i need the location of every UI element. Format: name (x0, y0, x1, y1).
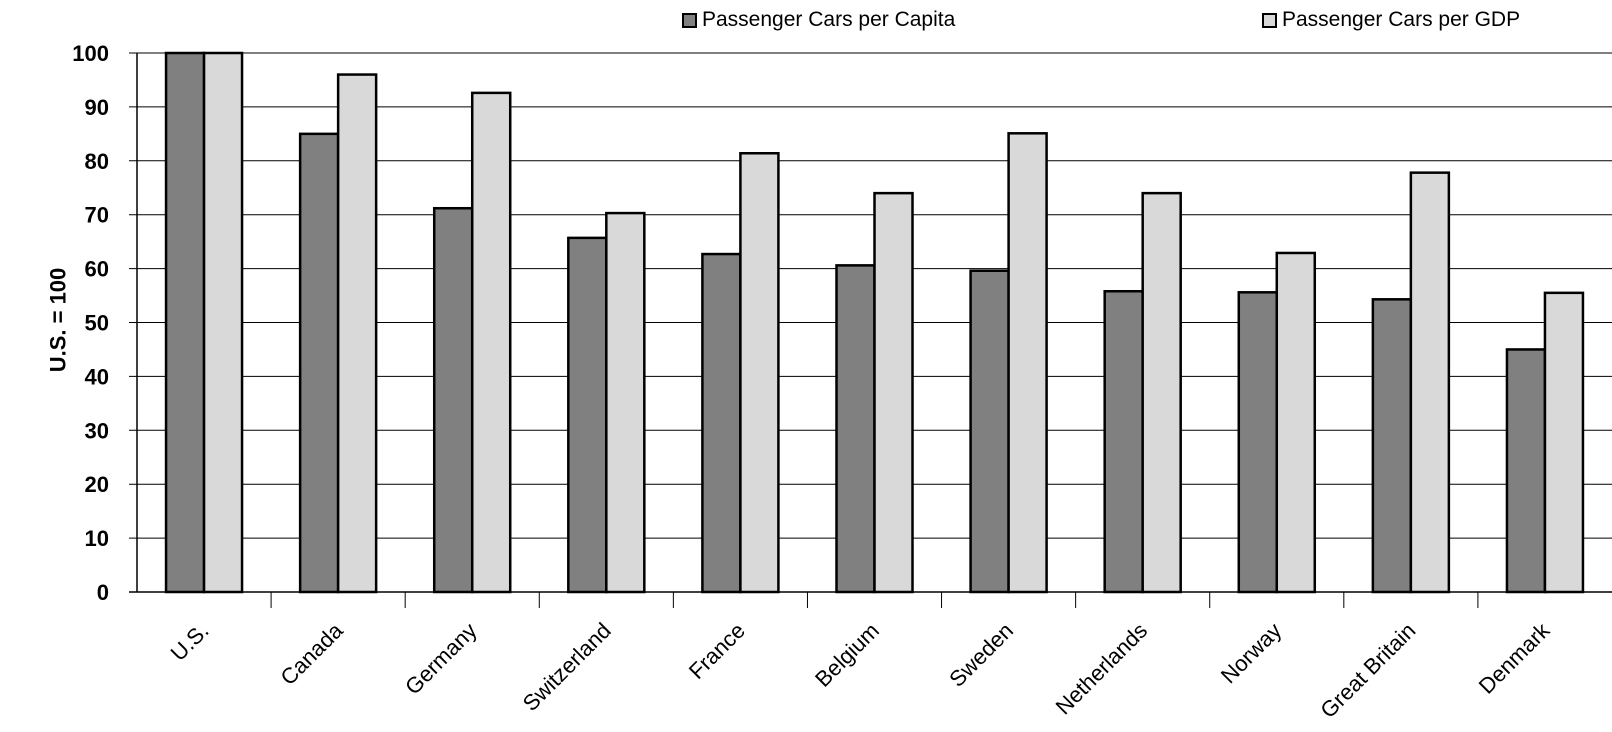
legend-swatch-gdp (1262, 12, 1277, 28)
y-tick-label: 90 (85, 95, 109, 120)
bar-gdp (1141, 191, 1182, 594)
bar-capita (567, 236, 608, 594)
y-tick-label: 50 (85, 311, 109, 336)
bar-capita (835, 264, 876, 594)
bar-capita (1237, 291, 1279, 594)
bar-gdp (1007, 132, 1048, 594)
x-tick-label: France (684, 618, 750, 684)
x-tick-label: Switzerland (518, 618, 616, 716)
y-tick-label: 80 (85, 149, 109, 174)
y-tick-label: 40 (85, 364, 109, 389)
y-axis-label: U.S. = 100 (45, 267, 71, 373)
legend-label-capita: Passenger Cars per Capita (702, 8, 956, 31)
bar-capita (701, 252, 742, 594)
legend-item-capita: Passenger Cars per Capita (682, 8, 955, 32)
y-tick-label: 100 (72, 41, 109, 66)
bar-capita (1505, 348, 1547, 594)
bar-capita (164, 51, 206, 594)
x-tick-label: Germany (400, 618, 482, 700)
legend-label-gdp: Passenger Cars per GDP (1282, 8, 1521, 31)
bar-gdp (739, 152, 780, 594)
x-tick-label: Denmark (1474, 617, 1555, 698)
bar-gdp (470, 91, 512, 594)
bar-gdp (1543, 291, 1585, 594)
y-tick-label: 60 (85, 257, 109, 282)
x-tick-label: Belgium (810, 618, 884, 692)
bar-capita (432, 206, 474, 594)
bar-capita (1371, 298, 1413, 594)
y-tick-label: 10 (85, 526, 109, 551)
x-tick-label: Canada (275, 617, 348, 690)
bar-capita (1103, 289, 1144, 594)
legend-item-gdp: Passenger Cars per GDP (1262, 8, 1520, 32)
x-tick-label: Great Britain (1315, 618, 1420, 723)
x-tick-label: Norway (1216, 618, 1286, 688)
bar-gdp (873, 191, 914, 594)
bar-capita (969, 269, 1010, 594)
legend-swatch-capita (682, 12, 697, 28)
x-tick-label: U.S. (166, 618, 214, 666)
y-tick-label: 30 (85, 418, 109, 443)
y-tick-label: 20 (85, 472, 109, 497)
bar-gdp (336, 73, 378, 594)
bar-gdp (1275, 251, 1317, 594)
bar-gdp (1409, 171, 1451, 594)
y-tick-label: 70 (85, 203, 109, 228)
bar-gdp (605, 211, 646, 594)
y-tick-label: 0 (97, 580, 109, 605)
x-tick-label: Netherlands (1051, 618, 1153, 720)
bar-capita (298, 132, 340, 594)
x-tick-label: Sweden (944, 618, 1018, 692)
bar-gdp (202, 51, 244, 594)
